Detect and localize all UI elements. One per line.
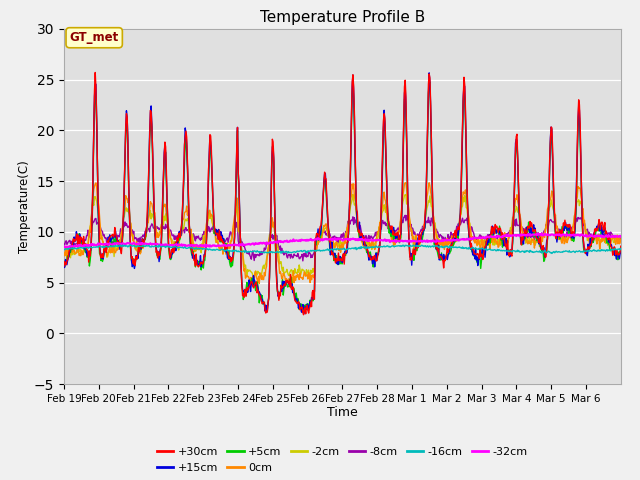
+15cm	[301, 311, 309, 316]
-32cm	[256, 240, 264, 246]
-32cm	[538, 231, 545, 237]
-32cm	[228, 242, 236, 248]
0cm	[256, 270, 264, 276]
-2cm	[433, 234, 440, 240]
+5cm	[255, 300, 263, 306]
-2cm	[349, 192, 356, 197]
-2cm	[256, 271, 264, 276]
-32cm	[277, 239, 285, 245]
Line: +30cm: +30cm	[64, 72, 621, 315]
-16cm	[401, 244, 408, 250]
-16cm	[125, 243, 133, 249]
-8cm	[401, 214, 408, 220]
-2cm	[617, 234, 625, 240]
-16cm	[256, 249, 264, 254]
+30cm	[60, 263, 68, 269]
-2cm	[228, 235, 236, 240]
Line: -2cm: -2cm	[64, 194, 621, 278]
+30cm	[228, 257, 236, 263]
+5cm	[433, 243, 440, 249]
-32cm	[617, 234, 625, 240]
+15cm	[228, 255, 236, 261]
+5cm	[125, 208, 133, 214]
-2cm	[250, 276, 257, 281]
0cm	[433, 235, 440, 240]
+5cm	[60, 264, 68, 270]
-16cm	[432, 243, 440, 249]
+5cm	[277, 286, 285, 291]
-32cm	[65, 245, 73, 251]
-16cm	[277, 251, 285, 256]
+15cm	[426, 70, 433, 76]
+5cm	[401, 96, 408, 102]
+15cm	[401, 90, 408, 96]
-8cm	[299, 258, 307, 264]
-16cm	[60, 247, 68, 252]
0cm	[246, 283, 253, 288]
Line: -16cm: -16cm	[64, 245, 621, 253]
Line: 0cm: 0cm	[64, 183, 621, 286]
-2cm	[277, 259, 285, 264]
0cm	[401, 181, 408, 187]
-8cm	[276, 243, 284, 249]
Line: -8cm: -8cm	[64, 216, 621, 261]
+15cm	[60, 264, 68, 270]
0cm	[125, 209, 133, 215]
X-axis label: Time: Time	[327, 407, 358, 420]
+15cm	[255, 289, 263, 295]
-16cm	[228, 248, 236, 253]
+30cm	[126, 232, 134, 238]
-8cm	[401, 213, 409, 218]
+30cm	[277, 282, 285, 288]
-8cm	[60, 241, 68, 247]
-8cm	[255, 253, 263, 259]
+5cm	[426, 79, 434, 85]
Line: +15cm: +15cm	[64, 73, 621, 313]
0cm	[60, 250, 68, 255]
+30cm	[92, 70, 99, 75]
+5cm	[617, 251, 625, 256]
Y-axis label: Temperature(C): Temperature(C)	[18, 160, 31, 253]
+30cm	[256, 293, 264, 299]
-16cm	[127, 242, 134, 248]
+15cm	[125, 207, 133, 213]
-2cm	[401, 192, 409, 198]
-32cm	[432, 239, 440, 244]
-8cm	[228, 234, 236, 240]
-2cm	[125, 208, 133, 214]
Line: -32cm: -32cm	[64, 234, 621, 248]
0cm	[617, 236, 625, 242]
-8cm	[433, 226, 440, 232]
+15cm	[617, 249, 625, 255]
-2cm	[60, 252, 68, 257]
-8cm	[125, 224, 133, 230]
-16cm	[548, 251, 556, 256]
Legend: +30cm, +15cm, +5cm, 0cm, -2cm, -8cm, -16cm, -32cm: +30cm, +15cm, +5cm, 0cm, -2cm, -8cm, -16…	[152, 443, 532, 477]
-16cm	[617, 246, 625, 252]
+15cm	[276, 290, 284, 296]
+5cm	[228, 255, 236, 261]
-32cm	[401, 238, 408, 244]
0cm	[228, 238, 236, 244]
+30cm	[401, 77, 409, 83]
-32cm	[60, 243, 68, 249]
+30cm	[617, 243, 625, 249]
Text: GT_met: GT_met	[70, 31, 119, 44]
Line: +5cm: +5cm	[64, 82, 621, 312]
Title: Temperature Profile B: Temperature Profile B	[260, 10, 425, 25]
+30cm	[433, 246, 440, 252]
-8cm	[617, 234, 625, 240]
0cm	[426, 180, 433, 186]
+30cm	[300, 312, 307, 318]
0cm	[277, 271, 285, 277]
+5cm	[262, 309, 269, 314]
-32cm	[126, 240, 134, 246]
+15cm	[433, 247, 440, 252]
